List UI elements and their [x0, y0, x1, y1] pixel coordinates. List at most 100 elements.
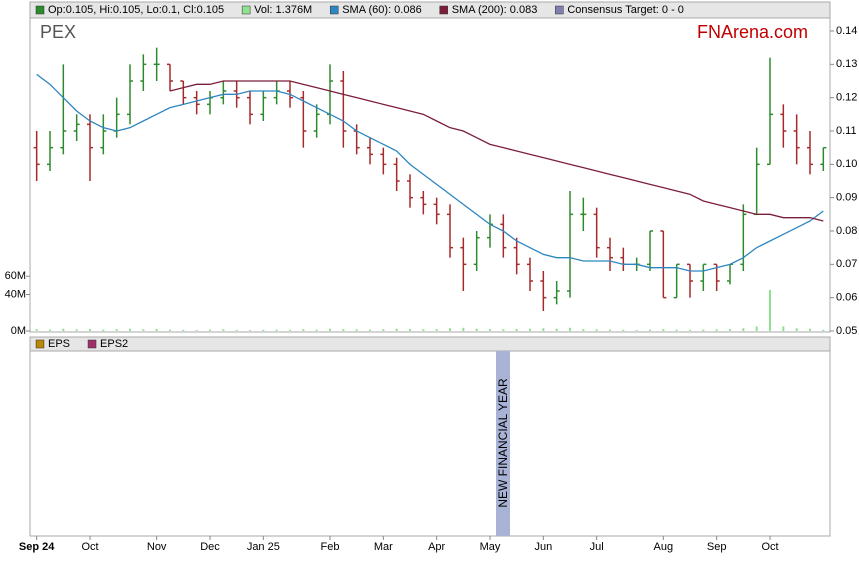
volume-bar: [62, 328, 65, 331]
legend-swatch: [329, 5, 339, 15]
price-panel: [29, 17, 831, 333]
volume-bar: [502, 329, 505, 331]
volume-bar: [742, 328, 745, 331]
eps-panel: [29, 350, 831, 537]
chart-title: PEX: [40, 22, 76, 42]
volume-bar: [622, 329, 625, 331]
y-tick-label: 0.08: [836, 225, 857, 237]
volume-bar: [489, 329, 491, 331]
annotation-label: NEW FINANCIAL YEAR: [496, 378, 510, 508]
volume-bar: [755, 326, 758, 331]
x-tick-label: Aug: [654, 541, 674, 553]
legend-label: EPS2: [100, 338, 128, 350]
x-tick-label: Oct: [761, 541, 778, 553]
volume-bar: [102, 329, 105, 331]
volume-bar: [169, 329, 171, 331]
x-tick-label: Nov: [147, 541, 167, 553]
volume-bar: [809, 328, 811, 331]
annotation-band: [496, 351, 510, 536]
y-tick-label: 0.10: [836, 158, 857, 170]
legend-bar: [29, 336, 831, 352]
legend-swatch: [555, 5, 564, 15]
x-tick-label: Mar: [374, 541, 393, 553]
volume-bar: [702, 329, 705, 331]
volume-bar: [355, 329, 358, 331]
y-tick-label: 0.07: [836, 258, 857, 270]
volume-bar: [449, 328, 451, 331]
x-tick-label: Jan 25: [247, 541, 280, 553]
volume-bar: [475, 328, 478, 331]
volume-bar: [35, 329, 38, 331]
y-tick-label: 0.14: [836, 25, 857, 37]
volume-bar: [302, 329, 305, 331]
volume-bar: [689, 329, 691, 331]
volume-bar: [542, 328, 545, 331]
legend-swatch: [35, 339, 45, 349]
x-tick-label: Feb: [321, 541, 340, 553]
legend-swatch: [87, 339, 97, 349]
x-tick-label: Dec: [200, 541, 220, 553]
volume-bar: [395, 328, 398, 331]
y-tick-label: 0.11: [836, 125, 857, 137]
volume-bar: [515, 328, 518, 331]
volume-bar: [462, 327, 465, 331]
y-tick-label: 0.12: [836, 92, 857, 104]
volume-bar: [715, 329, 718, 331]
legend-label: Consensus Target: 0 - 0: [567, 4, 684, 16]
volume-bar: [369, 329, 371, 331]
volume-bar: [129, 328, 131, 331]
volume-bar: [262, 329, 265, 331]
volume-bar: [115, 329, 118, 331]
legend-swatch: [35, 5, 45, 15]
y-tick-label: 0.05: [836, 325, 857, 337]
x-tick-label: Oct: [81, 541, 98, 553]
x-tick-label: Jul: [590, 541, 604, 553]
volume-bar: [289, 329, 291, 331]
volume-bar: [342, 329, 345, 331]
x-tick-label: Apr: [428, 541, 445, 553]
volume-bar: [89, 328, 91, 331]
y-tick-label: 0.13: [836, 58, 857, 70]
volume-bar: [142, 329, 145, 331]
volume-bar: [195, 330, 198, 331]
volume-bar: [249, 330, 251, 331]
y2-tick-label: 60M: [5, 270, 26, 282]
sma-line: [36, 73, 824, 272]
volume-bar: [555, 328, 558, 331]
legend-label: Vol: 1.376M: [254, 4, 312, 16]
volume-bar: [235, 329, 238, 331]
legend-swatch: [241, 5, 251, 15]
y-tick-label: 0.09: [836, 192, 857, 204]
volume-bar: [822, 329, 825, 331]
volume-bar: [49, 329, 51, 331]
volume-bar: [569, 327, 571, 331]
volume-bar: [662, 329, 665, 331]
y2-tick-label: 40M: [5, 288, 26, 300]
volume-bar: [275, 329, 278, 331]
volume-bar: [222, 329, 225, 331]
volume-bar: [769, 289, 771, 331]
volume-bar: [155, 328, 158, 331]
volume-bar: [595, 329, 598, 331]
volume-bar: [435, 329, 438, 331]
volume-bar: [795, 328, 798, 331]
volume-bar: [649, 329, 651, 331]
watermark: FNArena.com: [697, 22, 808, 42]
volume-bar: [729, 329, 731, 331]
legend-label: Op:0.105, Hi:0.105, Lo:0.1, Cl:0.105: [48, 4, 224, 16]
volume-bar: [609, 329, 611, 331]
volume-bar: [329, 328, 331, 331]
volume-bar: [529, 328, 531, 331]
y-tick-label: 0.06: [836, 292, 857, 304]
x-tick-label: Sep: [707, 541, 727, 553]
legend-label: SMA (60): 0.086: [342, 4, 422, 16]
x-tick-label: May: [480, 541, 501, 553]
x-tick-label: Jun: [534, 541, 552, 553]
volume-bar: [675, 329, 678, 331]
volume-bar: [315, 329, 318, 331]
volume-bar: [782, 326, 785, 331]
legend-label: SMA (200): 0.083: [452, 4, 538, 16]
volume-bar: [182, 329, 185, 331]
volume-bar: [635, 330, 638, 331]
